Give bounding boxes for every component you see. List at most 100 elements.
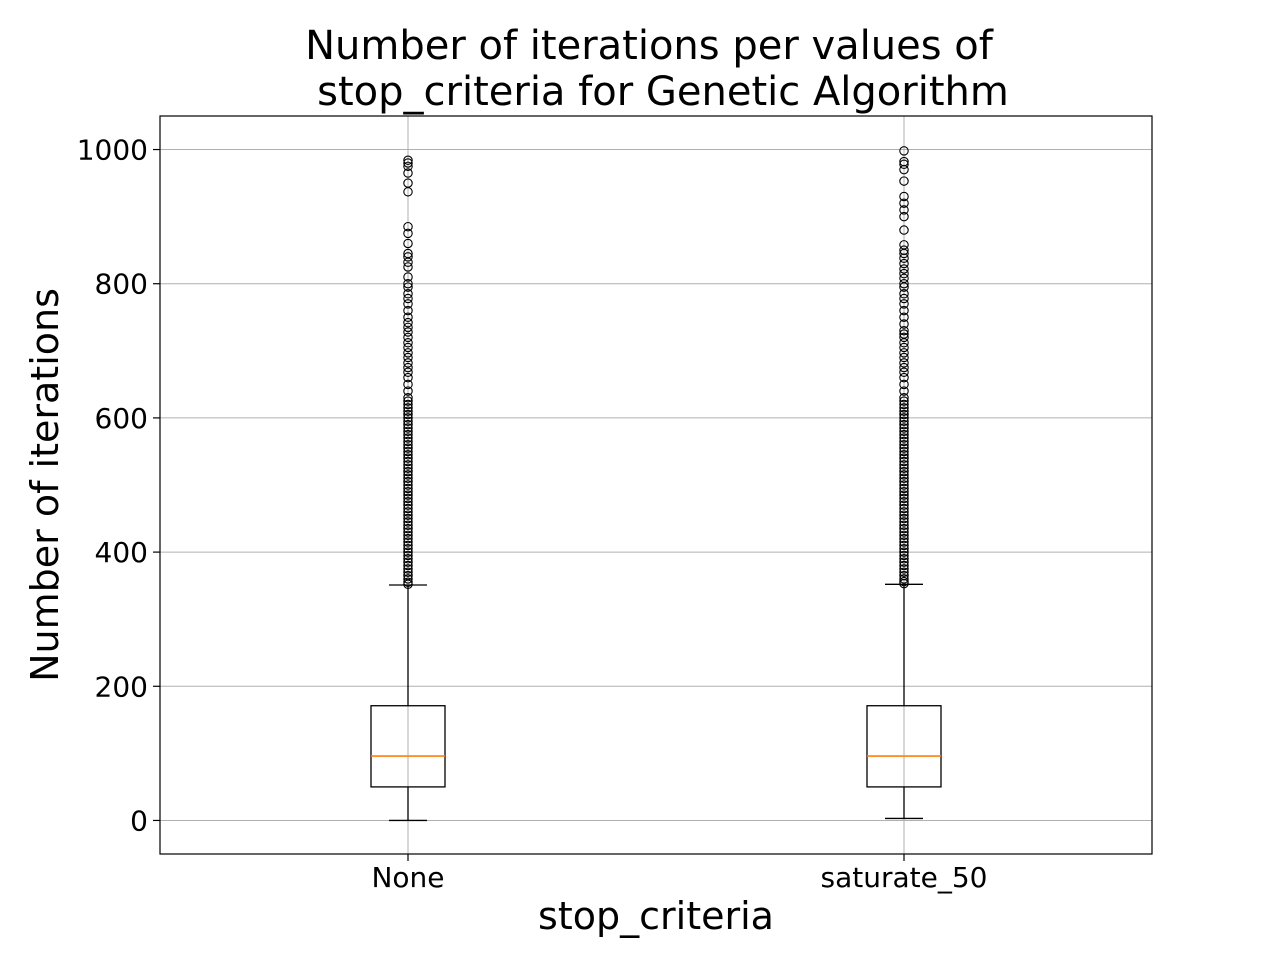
outlier-point — [899, 543, 909, 554]
outlier-point — [899, 348, 909, 358]
outlier-point — [403, 409, 413, 420]
outlier-point — [899, 352, 909, 363]
outlier-point — [899, 513, 909, 524]
outlier-point — [899, 463, 909, 473]
outlier-point — [899, 268, 909, 279]
outlier-point — [899, 367, 909, 378]
outlier-point — [899, 483, 909, 494]
outlier-point — [403, 317, 413, 328]
outlier-point — [403, 348, 413, 358]
outlier-point — [899, 423, 909, 433]
outlier-point — [403, 282, 413, 292]
outlier-point — [899, 342, 909, 353]
outlier-point — [899, 264, 909, 274]
outlier-point — [403, 480, 413, 490]
outlier-point — [899, 409, 909, 420]
outlier-point — [403, 386, 413, 396]
y-tick-label: 600 — [95, 402, 148, 435]
outlier-point — [899, 520, 909, 531]
outlier-point — [899, 574, 909, 584]
outlier-point — [403, 299, 413, 309]
outlier-point — [899, 299, 909, 309]
outlier-point — [899, 293, 909, 304]
outlier-point — [403, 473, 413, 484]
outlier-point — [403, 500, 413, 510]
outlier-point — [899, 480, 909, 490]
outlier-point — [899, 517, 909, 527]
outlier-point — [899, 557, 909, 567]
chart-title-line-2: stop_criteria for Genetic Algorithm — [317, 69, 1009, 115]
outlier-point — [899, 240, 909, 250]
outlier-point — [899, 567, 909, 577]
outlier-point — [899, 362, 909, 373]
outlier-point — [403, 450, 413, 460]
outlier-point — [899, 497, 909, 507]
x-axis-ticks: None saturate_50 — [371, 854, 987, 894]
outlier-point — [403, 550, 413, 561]
outlier-point — [899, 278, 909, 289]
plot-area-frame — [159, 115, 1153, 855]
outlier-point — [403, 493, 413, 504]
outlier-point — [403, 543, 413, 554]
outlier-point — [403, 463, 413, 473]
y-tick-label: 400 — [95, 536, 148, 569]
outlier-point — [403, 238, 413, 249]
outlier-point — [403, 262, 413, 272]
outlier-point — [403, 486, 413, 497]
outlier-point — [899, 523, 909, 534]
outlier-point — [403, 352, 413, 363]
outlier-point — [899, 273, 909, 284]
outlier-point — [403, 540, 413, 551]
outlier-point — [899, 576, 909, 587]
outlier-point — [899, 429, 909, 440]
outlier-point — [403, 533, 413, 544]
outlier-point — [899, 416, 909, 427]
outlier-point — [899, 406, 909, 416]
interquartile-box — [370, 705, 446, 788]
outlier-point — [403, 574, 413, 584]
outlier-point — [403, 490, 413, 500]
outlier-point — [899, 466, 909, 477]
outlier-point — [403, 406, 413, 416]
outlier-point — [899, 453, 909, 463]
outlier-point — [899, 550, 909, 561]
y-tick-label: 0 — [130, 804, 148, 837]
outlier-point — [403, 305, 413, 316]
outlier-point — [403, 446, 413, 457]
outlier-point — [403, 228, 413, 239]
outlier-point — [403, 537, 413, 547]
outlier-point — [899, 570, 909, 581]
y-tick-label: 1000 — [77, 134, 148, 167]
outlier-point — [403, 510, 413, 520]
outlier-point — [403, 272, 413, 282]
outlier-point — [403, 527, 413, 537]
outlier-point — [899, 146, 909, 156]
outlier-point — [899, 312, 909, 323]
outlier-point — [403, 367, 413, 378]
outlier-point — [403, 429, 413, 440]
outlier-point — [403, 507, 413, 517]
outlier-point — [403, 456, 413, 467]
outlier-point — [403, 372, 413, 383]
outlier-point — [403, 342, 413, 353]
outlier-point — [403, 513, 413, 524]
outlier-point — [403, 433, 413, 443]
outlier-point — [403, 547, 413, 557]
outlier-point — [899, 510, 909, 520]
outlier-point — [403, 466, 413, 477]
x-tick-label: None — [371, 861, 444, 894]
outlier-point — [899, 358, 909, 368]
outlier-point — [899, 436, 909, 447]
outlier-point — [403, 221, 413, 232]
y-axis-ticks: 0 200 400 600 800 1000 — [77, 134, 160, 837]
outlier-point — [899, 225, 909, 235]
outlier-point — [899, 533, 909, 544]
outlier-point — [899, 503, 909, 514]
y-tick-label: 200 — [95, 670, 148, 703]
outlier-point — [403, 312, 413, 323]
outlier-point — [403, 503, 413, 514]
outlier-point — [403, 338, 413, 348]
outlier-point — [899, 426, 909, 437]
chart-title-line-1: Number of iterations per values of — [305, 23, 994, 69]
